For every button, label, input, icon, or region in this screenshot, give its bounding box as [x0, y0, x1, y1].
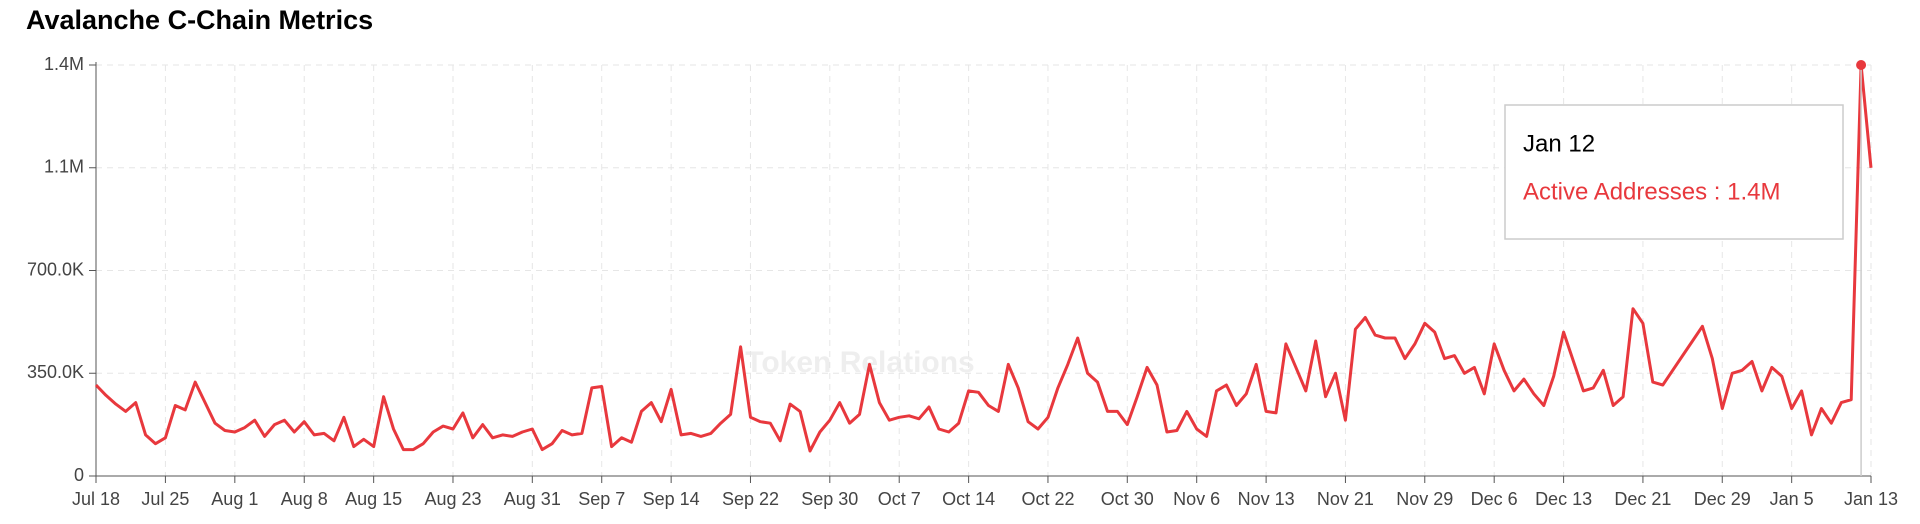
y-tick-label: 1.1M: [44, 157, 84, 177]
x-tick-label: Sep 7: [578, 489, 625, 509]
x-tick-label: Sep 14: [643, 489, 700, 509]
hover-point: [1856, 60, 1867, 70]
x-tick-label: Sep 22: [722, 489, 779, 509]
x-tick-label: Nov 29: [1396, 489, 1453, 509]
x-tick-label: Oct 14: [942, 489, 995, 509]
data-line: [94, 63, 1873, 453]
y-tick-label: 1.4M: [44, 54, 84, 74]
tooltip-box: [1504, 104, 1844, 240]
x-tick-label: Nov 6: [1173, 489, 1220, 509]
x-tick-label: Oct 22: [1021, 489, 1074, 509]
y-tick-label: 350.0K: [27, 362, 84, 382]
x-tick-label: Aug 15: [345, 489, 402, 509]
x-tick-label: Jan 13: [1844, 489, 1898, 509]
watermark: Token Relations: [745, 346, 974, 379]
x-tick-label: Jul 18: [72, 489, 120, 509]
x-tick-label: Aug 1: [211, 489, 258, 509]
x-tick-label: Nov 13: [1238, 489, 1295, 509]
x-tick-label: Oct 7: [878, 489, 921, 509]
y-tick-label: 700.0K: [27, 259, 84, 279]
tooltip-value: Active Addresses : 1.4M: [1523, 178, 1780, 205]
chart-title: Avalanche C-Chain Metrics: [26, 5, 373, 35]
tooltip-title: Jan 12: [1523, 130, 1595, 157]
x-tick-label: Dec 13: [1535, 489, 1592, 509]
x-tick-label: Oct 30: [1101, 489, 1154, 509]
x-tick-label: Dec 21: [1614, 489, 1671, 509]
x-tick-label: Dec 6: [1471, 489, 1518, 509]
x-tick-label: Aug 23: [424, 489, 481, 509]
x-tick-label: Dec 29: [1694, 489, 1751, 509]
x-tick-label: Aug 8: [281, 489, 328, 509]
x-tick-label: Nov 21: [1317, 489, 1374, 509]
x-tick-label: Jul 25: [141, 489, 189, 509]
y-tick-label: 0: [74, 465, 84, 485]
x-tick-label: Aug 31: [504, 489, 561, 509]
x-tick-label: Jan 5: [1770, 489, 1814, 509]
x-tick-label: Sep 30: [801, 489, 858, 509]
